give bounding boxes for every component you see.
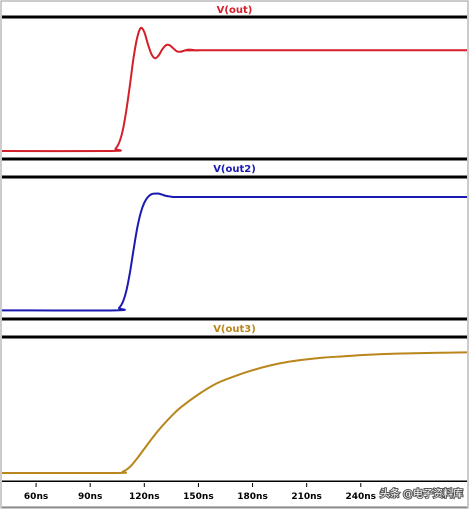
trace-title: V(out) (217, 5, 253, 16)
pane-title-strip (2, 2, 467, 17)
plot-area (2, 177, 467, 319)
watermark-text: 头条 @电子资料库 (380, 487, 463, 500)
x-axis-strip (2, 482, 467, 507)
waveform-pane-1: V(out) (1, 2, 468, 161)
waveform-pane-2: V(out2) (1, 161, 467, 321)
x-tick-label: 150ns (183, 492, 214, 502)
trace-line (1, 351, 468, 475)
x-tick-label: 90ns (78, 492, 102, 502)
trace-title: V(out3) (213, 324, 256, 335)
pane-title-strip (2, 161, 467, 177)
x-tick-label: 180ns (237, 492, 268, 502)
plot-area (2, 337, 467, 482)
x-tick-label: 120ns (129, 492, 160, 502)
x-tick-label: 60ns (24, 492, 48, 502)
x-axis: 60ns 90ns 120ns 150ns 180ns 210ns 240ns (2, 482, 467, 508)
plot-area (2, 17, 467, 159)
trace-title: V(out2) (213, 164, 256, 175)
x-tick-label: 210ns (291, 492, 322, 502)
trace-line (1, 26, 468, 153)
pane-title-strip (2, 321, 467, 337)
x-tick-label: 240ns (345, 492, 376, 502)
trace-line (1, 192, 467, 312)
waveform-pane-3: V(out3) (1, 321, 468, 484)
